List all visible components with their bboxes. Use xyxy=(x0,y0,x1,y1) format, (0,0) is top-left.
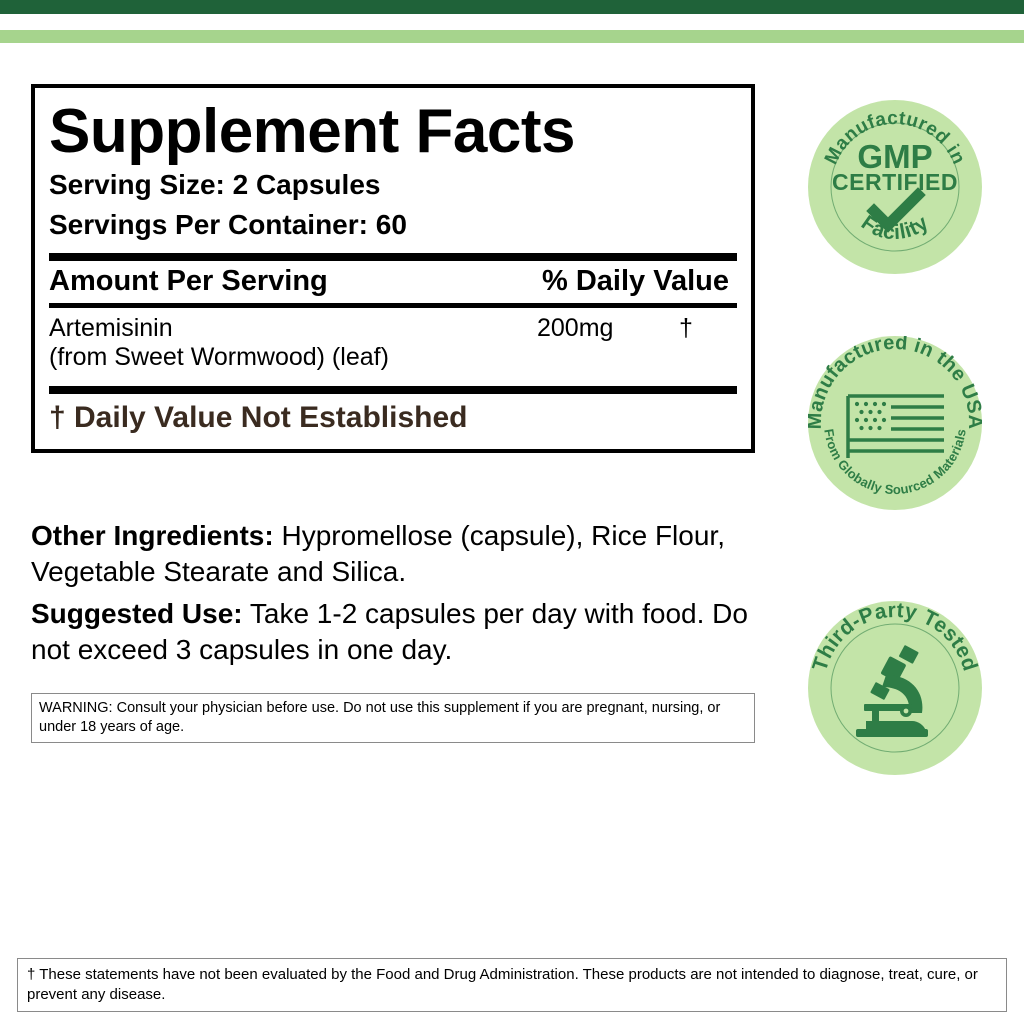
badge-third-party-tested: Third-Party Tested xyxy=(808,601,982,775)
servings-per-container: Servings Per Container: 60 xyxy=(49,208,407,240)
suggested-use-label: Suggested Use: xyxy=(31,598,243,629)
ingredient-source: (from Sweet Wormwood) (leaf) xyxy=(49,342,389,371)
badge-made-in-usa: Manufactured in the USA xyxy=(808,336,982,510)
ingredient-daily-value: † xyxy=(679,313,693,342)
fda-disclaimer-box: † These statements have not been evaluat… xyxy=(17,958,1007,1012)
check-icon xyxy=(866,187,926,233)
fda-disclaimer-text: † These statements have not been evaluat… xyxy=(27,966,978,1003)
warning-text: WARNING: Consult your physician before u… xyxy=(39,700,721,735)
top-dark-green-bar xyxy=(0,0,1024,14)
supplement-facts-panel: Supplement Facts Serving Size: 2 Capsule… xyxy=(31,84,755,454)
other-ingredients-text: Hypromellose (capsule), Rice Flour, Vege… xyxy=(31,520,725,587)
badge-background-circle xyxy=(808,336,982,510)
badge-gmp-line2: CERTIFIED xyxy=(832,169,958,195)
rule-above-footnote xyxy=(49,386,737,395)
top-light-green-bar xyxy=(0,30,1024,43)
badge-inner-ring xyxy=(830,623,960,753)
badge-gmp-line1: GMP xyxy=(857,138,932,175)
other-ingredients-label: Other Ingredients: xyxy=(31,520,274,551)
ingredient-amount: 200mg xyxy=(537,313,614,342)
badge-inner-ring xyxy=(830,122,960,252)
column-header-daily-value: % Daily Value xyxy=(542,264,729,297)
supplement-facts-title: Supplement Facts xyxy=(49,97,576,166)
usa-flag-icon xyxy=(846,394,944,458)
serving-size: Serving Size: 2 Capsules xyxy=(49,169,381,201)
daily-value-footnote: † Daily Value Not Established xyxy=(49,401,468,435)
other-ingredients: Other Ingredients: Hypromellose (capsule… xyxy=(31,518,771,590)
column-header-amount: Amount Per Serving xyxy=(49,264,328,297)
badge-background-circle xyxy=(808,100,982,274)
ingredient-name: Artemisinin xyxy=(49,313,173,342)
column-header-row: Amount Per Serving % Daily Value xyxy=(49,261,737,303)
table-row: Artemisinin (from Sweet Wormwood) (leaf)… xyxy=(49,308,737,379)
warning-box: WARNING: Consult your physician before u… xyxy=(31,693,755,744)
suggested-use: Suggested Use: Take 1-2 capsules per day… xyxy=(31,596,771,668)
microscope-icon xyxy=(856,645,928,737)
badge-gmp-certified: Manufactured in GMP CERTIFIED Facility xyxy=(808,100,982,274)
suggested-use-text: Take 1-2 capsules per day with food. Do … xyxy=(31,598,748,665)
rule-below-column-header xyxy=(49,302,737,308)
rule-above-column-header xyxy=(49,252,737,261)
